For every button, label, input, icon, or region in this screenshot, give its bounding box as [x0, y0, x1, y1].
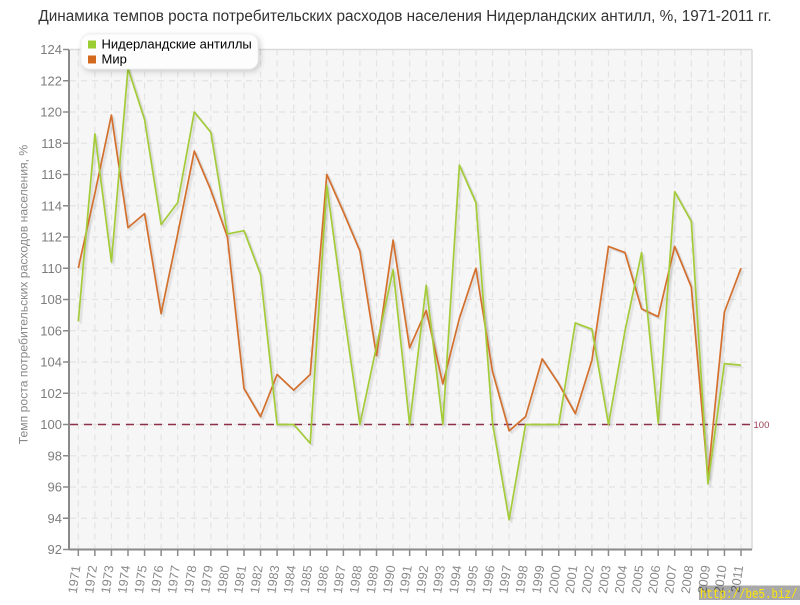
- svg-text:1996: 1996: [480, 564, 498, 594]
- svg-text:1973: 1973: [99, 564, 117, 594]
- svg-text:116: 116: [41, 167, 62, 182]
- svg-text:1972: 1972: [82, 564, 100, 594]
- svg-text:1977: 1977: [165, 564, 183, 594]
- svg-text:1987: 1987: [331, 564, 349, 594]
- svg-text:1999: 1999: [530, 564, 548, 594]
- svg-text:2006: 2006: [646, 564, 664, 594]
- svg-text:120: 120: [40, 105, 62, 120]
- svg-text:1983: 1983: [264, 564, 282, 594]
- svg-text:100: 100: [754, 420, 770, 431]
- svg-text:2009: 2009: [695, 564, 713, 594]
- svg-text:118: 118: [41, 136, 62, 151]
- svg-text:2008: 2008: [679, 564, 697, 594]
- svg-text:124: 124: [40, 42, 62, 57]
- svg-text:1994: 1994: [447, 564, 465, 594]
- svg-text:1982: 1982: [248, 564, 266, 594]
- svg-text:1978: 1978: [182, 564, 200, 594]
- svg-text:1993: 1993: [430, 564, 448, 594]
- svg-text:2001: 2001: [563, 564, 581, 594]
- svg-text:2007: 2007: [662, 564, 680, 594]
- svg-text:2005: 2005: [629, 564, 647, 594]
- svg-text:1986: 1986: [314, 564, 332, 594]
- svg-text:2010: 2010: [712, 564, 730, 594]
- svg-text:1995: 1995: [463, 564, 481, 594]
- svg-text:Динамика темпов роста потребит: Динамика темпов роста потребительских ра…: [38, 8, 771, 25]
- svg-text:1976: 1976: [148, 564, 166, 594]
- svg-text:1974: 1974: [115, 564, 133, 594]
- svg-text:1979: 1979: [198, 564, 216, 594]
- svg-text:2003: 2003: [596, 564, 614, 594]
- svg-text:2011: 2011: [729, 564, 747, 593]
- svg-text:1992: 1992: [414, 564, 432, 594]
- svg-text:106: 106: [40, 323, 62, 338]
- svg-text:104: 104: [40, 355, 62, 370]
- svg-text:112: 112: [41, 230, 62, 245]
- svg-text:94: 94: [48, 511, 62, 526]
- svg-text:102: 102: [40, 386, 62, 401]
- svg-text:98: 98: [48, 448, 62, 463]
- svg-text:http://be5.biz/: http://be5.biz/: [700, 587, 798, 600]
- svg-text:100: 100: [40, 417, 62, 432]
- svg-text:1989: 1989: [364, 564, 382, 594]
- svg-text:1981: 1981: [231, 564, 249, 594]
- svg-text:96: 96: [48, 480, 62, 495]
- svg-text:1998: 1998: [513, 564, 531, 594]
- svg-text:122: 122: [40, 74, 62, 89]
- svg-text:1980: 1980: [215, 564, 233, 594]
- svg-text:Темп роста потребительских рас: Темп роста потребительских расходов насе…: [17, 145, 31, 445]
- svg-text:2002: 2002: [579, 564, 597, 594]
- svg-text:1985: 1985: [298, 564, 316, 594]
- svg-text:2004: 2004: [612, 564, 630, 594]
- svg-text:92: 92: [48, 542, 62, 557]
- svg-text:110: 110: [41, 261, 62, 276]
- svg-text:1991: 1991: [397, 564, 415, 594]
- svg-text:1997: 1997: [496, 564, 514, 594]
- svg-text:1971: 1971: [66, 564, 84, 594]
- svg-text:114: 114: [41, 198, 62, 213]
- svg-text:Нидерландские антиллы: Нидерландские антиллы: [102, 37, 252, 52]
- svg-text:108: 108: [40, 292, 62, 307]
- svg-text:1988: 1988: [347, 564, 365, 594]
- svg-text:1990: 1990: [380, 564, 398, 594]
- svg-text:1984: 1984: [281, 564, 299, 594]
- svg-text:1975: 1975: [132, 564, 150, 594]
- svg-text:2000: 2000: [546, 564, 564, 594]
- svg-text:Мир: Мир: [102, 52, 127, 67]
